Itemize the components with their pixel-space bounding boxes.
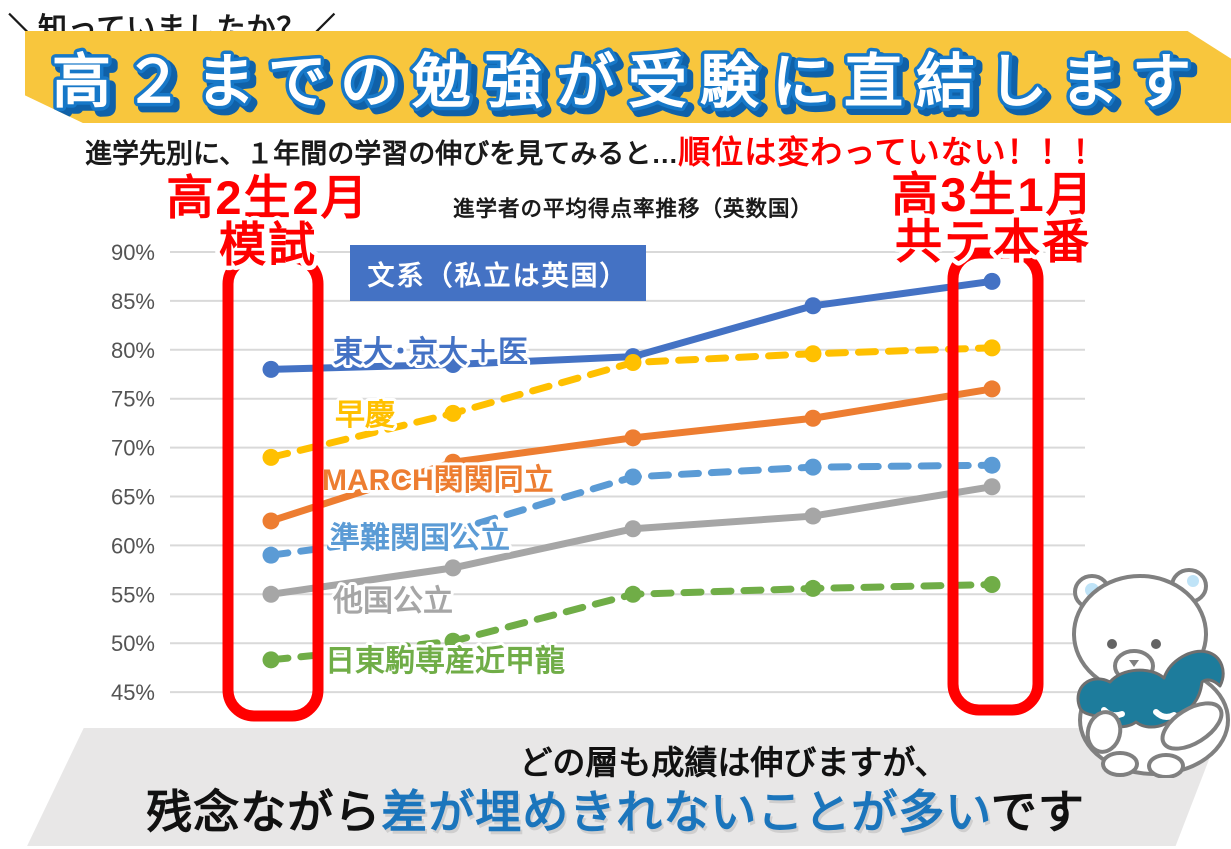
data-point-sokei — [804, 345, 822, 363]
series-label-sokei: 早慶 — [335, 399, 395, 432]
bear-foot-left — [1101, 751, 1139, 777]
data-point-sokei — [262, 448, 280, 466]
data-point-takoku-koritsu — [444, 559, 462, 577]
series-label-nitto-komasen-sankinkoryu: 日東駒専産近甲龍 — [325, 644, 565, 678]
y-tick-label: 85% — [111, 289, 155, 314]
data-point-sokei — [444, 404, 462, 422]
bear-foot-right — [1147, 753, 1185, 778]
bear-nose — [1129, 660, 1139, 667]
footer-line2: 残念ながら差が埋めきれないことが多いです — [0, 776, 1231, 842]
data-point-todai-kyodai-med — [624, 348, 642, 366]
legend-box: 文系（私立は英国） — [350, 245, 646, 301]
data-point-todai-kyodai-med — [804, 297, 822, 315]
legend-label: 文系（私立は英国） — [367, 260, 629, 291]
series-line-jun-nankan-kokkoritsu — [267, 461, 996, 559]
highlight-box-end — [947, 247, 1044, 716]
mustache-highlight-right — [1153, 709, 1177, 720]
data-point-takoku-koritsu — [624, 520, 642, 538]
data-point-jun-nankan-kokkoritsu — [444, 522, 462, 540]
data-point-nitto-komasen-sankinkoryu — [262, 651, 280, 669]
y-tick-label: 50% — [111, 631, 155, 656]
data-point-takoku-koritsu — [983, 478, 1001, 496]
y-tick-label: 55% — [111, 582, 155, 607]
series-label-march-kankandoritsu: MARCH関関同立 — [322, 463, 554, 497]
series-label-takoku-koritsu: 他国公立 — [332, 584, 453, 618]
footer-line1: どの層も成績は伸びますが、 — [519, 744, 948, 781]
data-point-march-kankandoritsu — [624, 429, 642, 447]
data-point-sokei — [624, 354, 642, 372]
headline-banner-svg: 高２までの勉強が受験に直結します 高２までの勉強が受験に直結します — [48, 46, 1209, 124]
annotation-start-line2: 模試 — [219, 218, 317, 271]
data-point-todai-kyodai-med — [983, 272, 1001, 290]
bear-inner-ear-right — [1187, 575, 1199, 587]
footer-line2-blue-emphasis: 差が埋めきれないことが多い — [381, 786, 991, 838]
bear-eye-right — [1151, 639, 1161, 649]
y-tick-label: 70% — [111, 436, 155, 461]
y-tick-label: 60% — [111, 533, 155, 558]
footer-line2-black-lead: 残念ながら — [146, 786, 382, 838]
data-point-march-kankandoritsu — [262, 512, 280, 530]
data-point-march-kankandoritsu — [983, 380, 1001, 398]
data-point-sokei — [983, 339, 1001, 357]
data-point-todai-kyodai-med — [262, 360, 280, 378]
bear-paw-left — [1085, 710, 1123, 754]
y-tick-label: 90% — [111, 240, 155, 265]
series-label-jun-nankan-kokkoritsu: 準難関国公立 — [330, 521, 510, 555]
data-point-march-kankandoritsu — [804, 409, 822, 427]
data-point-takoku-koritsu — [804, 507, 822, 525]
footer-band — [27, 728, 1222, 846]
footer-line2-black-tail: です — [990, 786, 1085, 838]
chart-title: 進学者の平均得点率推移（英数国） — [452, 197, 813, 221]
data-point-jun-nankan-kokkoritsu — [983, 456, 1001, 474]
data-point-nitto-komasen-sankinkoryu — [804, 579, 822, 597]
headline-shadow-text: 高２までの勉強が受験に直結します — [57, 54, 1209, 120]
y-tick-label: 65% — [111, 485, 155, 510]
data-point-nitto-komasen-sankinkoryu — [624, 585, 642, 603]
subtitle-lead: 進学先別に、１年間の学習の伸びを見てみると… — [85, 139, 679, 169]
series-line-sokei — [267, 344, 996, 461]
bear-arm-right — [1160, 701, 1224, 751]
headline-banner: 高２までの勉強が受験に直結します 高２までの勉強が受験に直結します — [25, 31, 1231, 123]
highlight-box-start — [222, 252, 324, 722]
data-point-takoku-koritsu — [262, 585, 280, 603]
y-tick-label: 80% — [111, 338, 155, 363]
subtitle: 進学先別に、１年間の学習の伸びを見てみると… 順位は変わっていない！！！ — [85, 127, 1231, 173]
data-point-jun-nankan-kokkoritsu — [262, 546, 280, 564]
series-line-takoku-koritsu — [267, 483, 996, 598]
polar-bear-mascot — [1072, 568, 1230, 778]
series-line-march-kankandoritsu — [267, 385, 996, 525]
headline-text: 高２までの勉強が受験に直結します — [52, 49, 1204, 115]
y-tick-label: 75% — [111, 387, 155, 412]
subtitle-emphasis: 順位は変わっていない！！！ — [678, 134, 1106, 170]
y-tick-label: 45% — [111, 680, 155, 705]
data-point-todai-kyodai-med — [444, 355, 462, 373]
series-line-nitto-komasen-sankinkoryu — [267, 581, 996, 664]
data-point-nitto-komasen-sankinkoryu — [444, 632, 462, 650]
series-label-todai-kyodai-med: 東大･京大＋医 — [333, 335, 528, 369]
data-point-march-kankandoritsu — [444, 453, 462, 471]
data-point-jun-nankan-kokkoritsu — [804, 458, 822, 476]
data-point-jun-nankan-kokkoritsu — [624, 468, 642, 486]
data-point-nitto-komasen-sankinkoryu — [983, 576, 1001, 594]
bear-eye-left — [1107, 639, 1117, 649]
